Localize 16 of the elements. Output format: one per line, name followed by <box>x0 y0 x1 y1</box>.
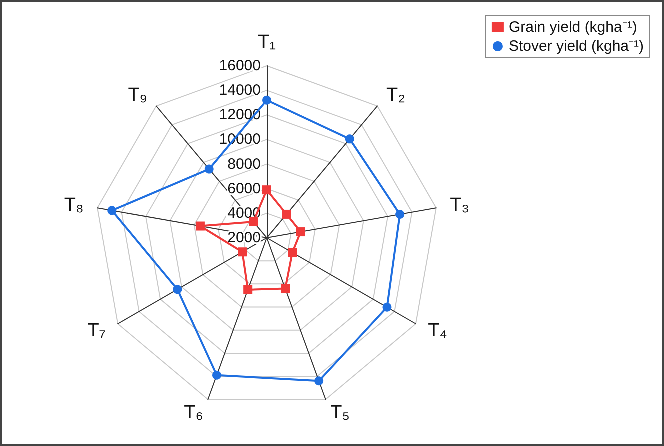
spoke-label: T₇ <box>88 320 106 342</box>
spoke-label: T₉ <box>128 85 148 106</box>
spoke-label: T₃ <box>450 195 470 216</box>
spoke-label: T₈ <box>64 195 84 216</box>
legend-label: Grain yield (kgha⁻¹) <box>508 19 638 36</box>
spoke-label: T₆ <box>184 402 204 424</box>
spoke-label: T₅ <box>330 402 350 424</box>
legend-label: Stover yield (kgha⁻¹) <box>508 38 644 55</box>
y-tick-label: 16000 <box>219 58 261 74</box>
spoke-label: T₂ <box>386 85 406 106</box>
y-tick-label: 2000 <box>228 230 261 246</box>
y-tick-label: 6000 <box>228 180 261 198</box>
y-tick-label: 8000 <box>228 156 261 173</box>
spoke-label: T₁ <box>258 32 276 53</box>
y-tick-label: 14000 <box>219 82 261 100</box>
spoke-label: T₄ <box>428 320 448 342</box>
